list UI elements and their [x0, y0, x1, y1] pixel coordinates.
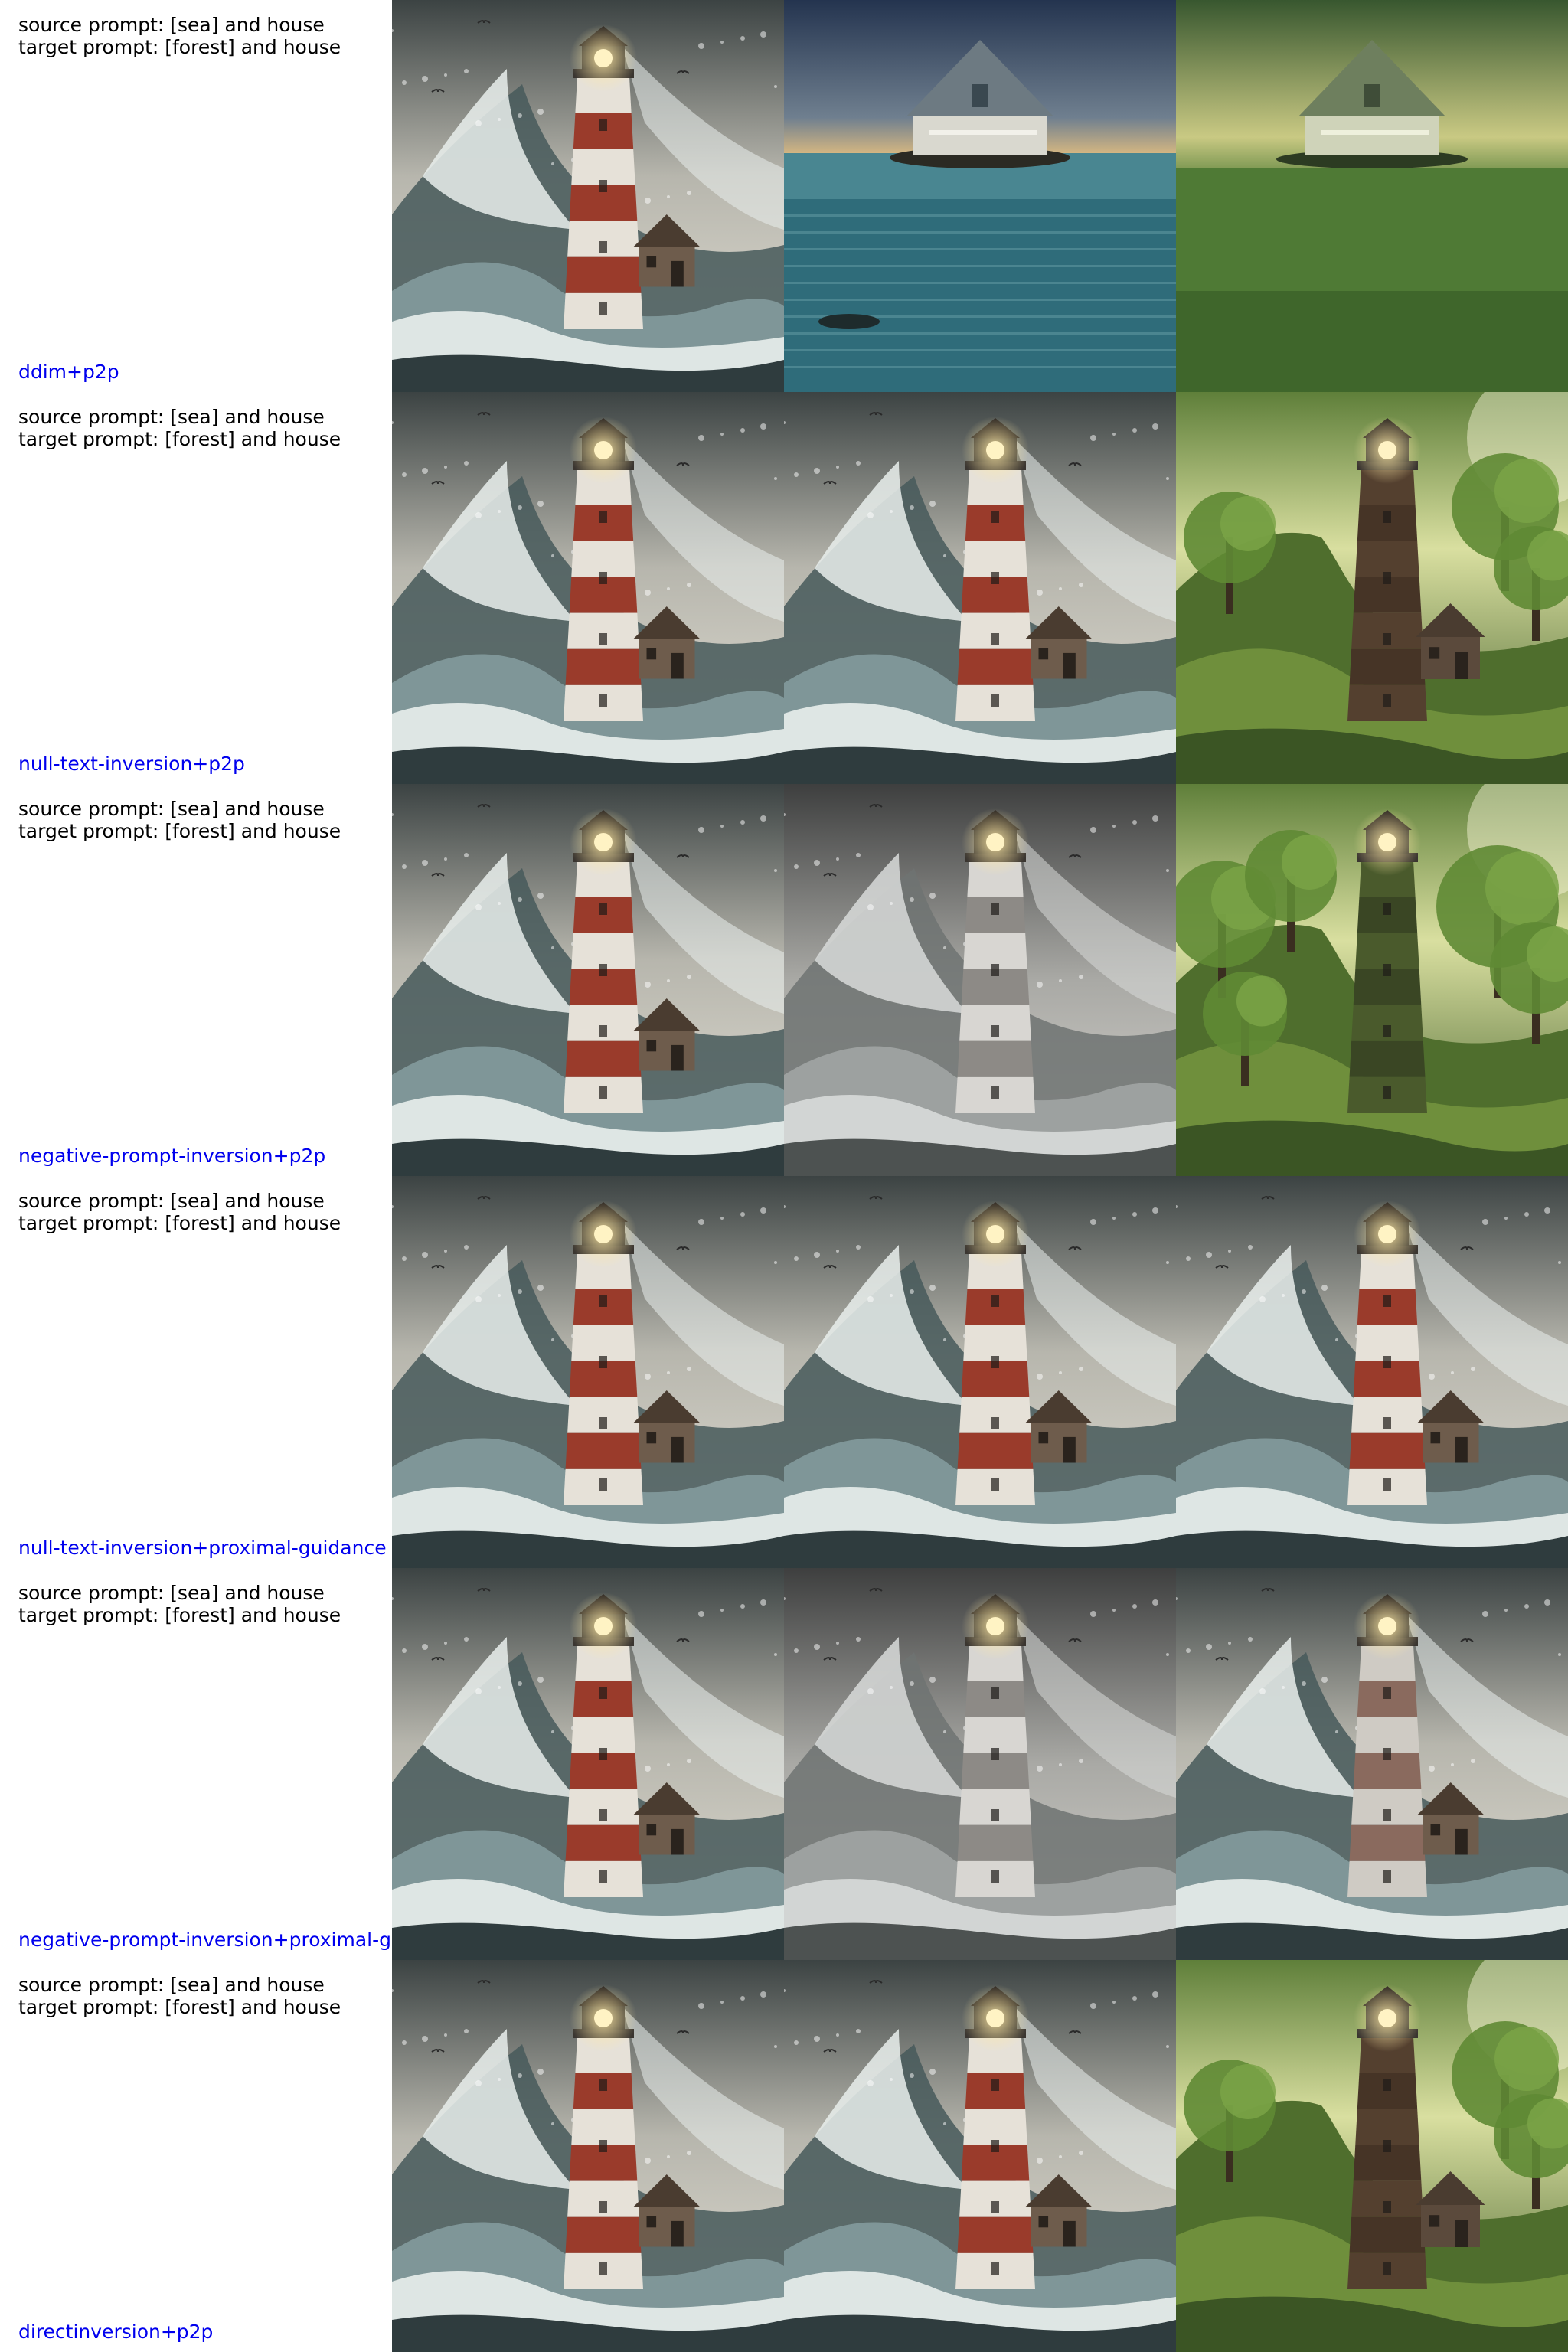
- storm-lighthouse-illustration: [784, 1960, 1176, 2352]
- edited-image: [1176, 784, 1568, 1176]
- source-image: [392, 784, 784, 1176]
- forest-tower-illustration: [1176, 784, 1568, 1176]
- house-on-green-field-illustration: [1176, 0, 1568, 392]
- row-label-panel: source prompt: [sea] and house target pro…: [0, 0, 392, 392]
- reconstruction-image: [784, 1960, 1176, 2352]
- source-prompt: source prompt: [sea] and house: [18, 1190, 325, 1212]
- storm-lighthouse-illustration: [784, 1176, 1176, 1568]
- storm-lighthouse-faded-illustration: [1176, 1568, 1568, 1960]
- row-label-panel: source prompt: [sea] and house target pro…: [0, 1568, 392, 1960]
- method-label: null-text-inversion+p2p: [18, 753, 245, 775]
- source-image: [392, 0, 784, 392]
- target-prompt: target prompt: [forest] and house: [18, 36, 341, 58]
- storm-lighthouse-illustration: [392, 392, 784, 784]
- target-prompt: target prompt: [forest] and house: [18, 428, 341, 450]
- target-prompt: target prompt: [forest] and house: [18, 1996, 341, 2018]
- source-prompt: source prompt: [sea] and house: [18, 14, 325, 36]
- forest-lighthouse-illustration: [1176, 1960, 1568, 2352]
- method-label: negative-prompt-inversion+proximal-guida…: [18, 1929, 392, 1951]
- source-image: [392, 392, 784, 784]
- source-image: [392, 1176, 784, 1568]
- method-label: null-text-inversion+proximal-guidance: [18, 1537, 387, 1559]
- row-label-panel: source prompt: [sea] and house target pro…: [0, 392, 392, 784]
- target-prompt: target prompt: [forest] and house: [18, 820, 341, 842]
- storm-lighthouse-grey-illustration: [784, 784, 1176, 1176]
- storm-lighthouse-illustration: [784, 392, 1176, 784]
- reconstruction-image: [784, 1176, 1176, 1568]
- comparison-row: source prompt: [sea] and house target pro…: [0, 1960, 1568, 2352]
- house-on-calm-sea-illustration: [784, 0, 1176, 392]
- forest-lighthouse-illustration: [1176, 392, 1568, 784]
- comparison-row: source prompt: [sea] and house target pro…: [0, 1568, 1568, 1960]
- storm-lighthouse-illustration: [392, 0, 784, 392]
- storm-lighthouse-illustration: [392, 1568, 784, 1960]
- row-label-panel: source prompt: [sea] and house target pro…: [0, 1176, 392, 1568]
- storm-lighthouse-illustration: [392, 784, 784, 1176]
- edited-image: [1176, 1176, 1568, 1568]
- method-label: directinversion+p2p: [18, 2321, 214, 2343]
- reconstruction-image: [784, 1568, 1176, 1960]
- storm-lighthouse-illustration: [1176, 1176, 1568, 1568]
- source-image: [392, 1568, 784, 1960]
- method-label: ddim+p2p: [18, 361, 119, 383]
- comparison-row: source prompt: [sea] and house target pro…: [0, 0, 1568, 392]
- comparison-row: source prompt: [sea] and house target pro…: [0, 784, 1568, 1176]
- method-label: negative-prompt-inversion+p2p: [18, 1145, 326, 1167]
- source-prompt: source prompt: [sea] and house: [18, 1974, 325, 1996]
- storm-lighthouse-grey-illustration: [784, 1568, 1176, 1960]
- edited-image: [1176, 0, 1568, 392]
- edited-image: [1176, 1568, 1568, 1960]
- source-prompt: source prompt: [sea] and house: [18, 406, 325, 428]
- row-label-panel: source prompt: [sea] and house target pro…: [0, 784, 392, 1176]
- comparison-row: source prompt: [sea] and house target pro…: [0, 1176, 1568, 1568]
- reconstruction-image: [784, 392, 1176, 784]
- edited-image: [1176, 392, 1568, 784]
- storm-lighthouse-illustration: [392, 1960, 784, 2352]
- source-image: [392, 1960, 784, 2352]
- source-prompt: source prompt: [sea] and house: [18, 798, 325, 820]
- source-prompt: source prompt: [sea] and house: [18, 1582, 325, 1604]
- target-prompt: target prompt: [forest] and house: [18, 1212, 341, 1234]
- target-prompt: target prompt: [forest] and house: [18, 1604, 341, 1626]
- reconstruction-image: [784, 784, 1176, 1176]
- edited-image: [1176, 1960, 1568, 2352]
- row-label-panel: source prompt: [sea] and house target pro…: [0, 1960, 392, 2352]
- comparison-row: source prompt: [sea] and house target pro…: [0, 392, 1568, 784]
- storm-lighthouse-illustration: [392, 1176, 784, 1568]
- reconstruction-image: [784, 0, 1176, 392]
